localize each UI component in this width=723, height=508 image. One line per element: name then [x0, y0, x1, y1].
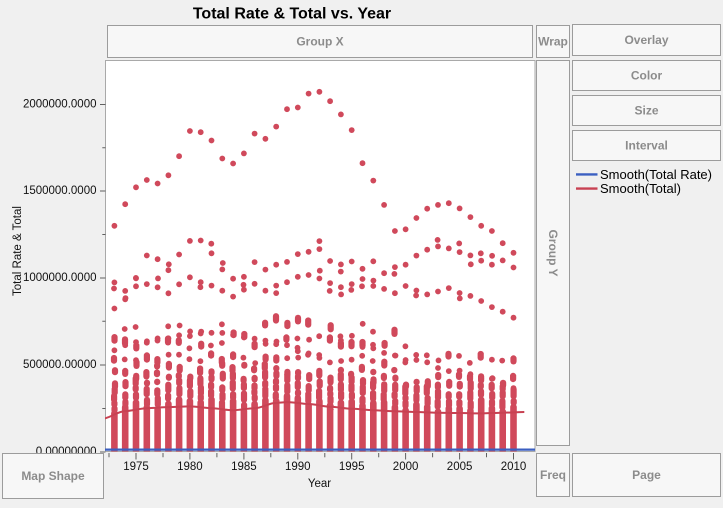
svg-text:Map Shape: Map Shape [21, 469, 85, 483]
svg-text:Smooth(Total Rate): Smooth(Total Rate) [600, 167, 712, 182]
svg-text:1000000.0000: 1000000.0000 [23, 272, 97, 284]
svg-text:2005: 2005 [447, 461, 473, 473]
svg-text:Size: Size [634, 104, 658, 118]
svg-text:2000000.0000: 2000000.0000 [23, 99, 97, 111]
svg-text:Color: Color [631, 69, 663, 83]
svg-text:Smooth(Total): Smooth(Total) [600, 181, 681, 196]
svg-text:1990: 1990 [285, 461, 311, 473]
svg-text:1980: 1980 [177, 461, 203, 473]
svg-text:Year: Year [308, 478, 331, 490]
svg-text:2010: 2010 [501, 461, 527, 473]
svg-text:Freq: Freq [540, 468, 566, 482]
svg-text:1975: 1975 [123, 461, 149, 473]
svg-text:Total Rate & Total vs. Year: Total Rate & Total vs. Year [193, 6, 391, 23]
svg-text:1995: 1995 [339, 461, 365, 473]
svg-text:500000.00000: 500000.00000 [23, 359, 97, 371]
svg-text:1985: 1985 [231, 461, 257, 473]
svg-text:Total Rate & Total: Total Rate & Total [12, 206, 24, 296]
svg-text:Wrap: Wrap [538, 35, 568, 49]
svg-text:Page: Page [632, 468, 661, 482]
svg-text:Overlay: Overlay [624, 33, 668, 47]
svg-text:Group X: Group X [296, 35, 343, 49]
svg-text:Group Y: Group Y [546, 229, 560, 276]
svg-text:1500000.0000: 1500000.0000 [23, 185, 97, 197]
svg-text:Interval: Interval [625, 139, 668, 153]
svg-text:2000: 2000 [393, 461, 419, 473]
